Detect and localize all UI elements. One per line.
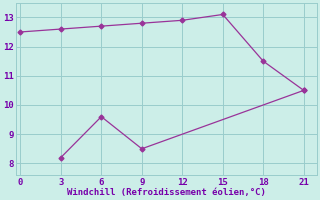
X-axis label: Windchill (Refroidissement éolien,°C): Windchill (Refroidissement éolien,°C) [67,188,266,197]
